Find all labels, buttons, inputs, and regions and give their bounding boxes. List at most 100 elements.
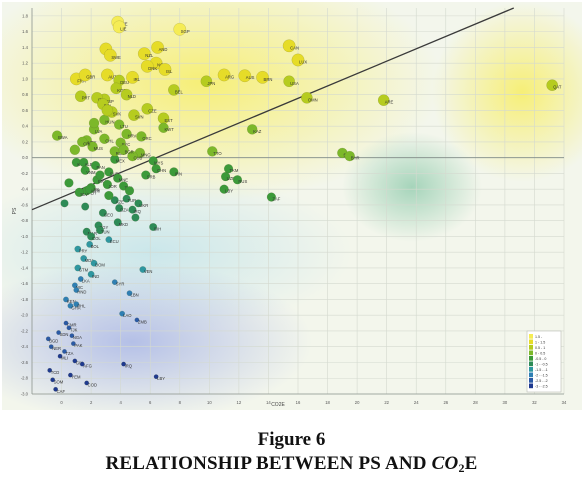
data-point-label: IRN <box>175 171 182 176</box>
data-point-label: JOR <box>108 184 116 189</box>
data-point <box>101 104 114 117</box>
data-point-label: TUN <box>101 230 110 235</box>
y-tick-label: 0.8 <box>22 92 28 97</box>
data-point <box>70 341 76 346</box>
x-tick-label: 26 <box>443 400 448 405</box>
y-tick-label: -2.0 <box>21 313 29 318</box>
data-point-label: EST <box>165 118 174 123</box>
data-point-label: COL <box>92 236 101 241</box>
data-point <box>72 358 78 364</box>
legend-swatch <box>529 350 533 356</box>
data-point-label: NZL <box>145 53 154 58</box>
data-point <box>220 171 231 182</box>
data-point <box>128 205 137 214</box>
data-point-label: FRA <box>77 78 86 83</box>
data-point <box>111 279 118 286</box>
y-tick-label: -0.2 <box>21 171 29 176</box>
y-tick-label: -2.2 <box>21 328 29 333</box>
data-point <box>67 302 74 309</box>
data-point-label: IND <box>92 274 99 279</box>
x-tick-label: 34 <box>562 400 567 405</box>
data-point <box>149 222 158 231</box>
data-point-label: VEN <box>144 269 153 274</box>
data-point-label: HND <box>77 290 86 295</box>
data-point-label: ISL <box>166 69 173 74</box>
data-point-label: GTM <box>79 267 89 272</box>
data-point-label: IRL <box>133 77 140 82</box>
data-point-label: USA <box>290 81 299 86</box>
data-point <box>60 199 69 208</box>
data-point-label: MNE <box>119 178 129 183</box>
data-point-label: AUT <box>108 74 117 79</box>
data-point <box>246 124 258 135</box>
legend-swatch <box>529 356 533 361</box>
data-points: CHELIESGPANDFINSWECANLUXNZLNORDNKISLIRLA… <box>45 15 562 394</box>
data-point-label: ZAF <box>272 197 280 202</box>
data-point-label: CRI <box>83 141 90 146</box>
data-point-label: ALB <box>85 162 93 167</box>
legend-entry-label: 0.5 - 1 <box>535 346 545 350</box>
data-point-label: DNK <box>148 66 157 71</box>
caption-title-math: CO <box>431 453 459 474</box>
data-point <box>104 190 114 201</box>
data-point-label: DZA <box>120 208 129 213</box>
legend-entry-label: -0.5 - 0 <box>535 357 546 361</box>
data-point <box>119 310 126 317</box>
grid <box>32 8 565 395</box>
data-point-label: SVN <box>135 115 144 120</box>
y-tick-label: -0.4 <box>21 187 29 192</box>
x-tick-label: 28 <box>473 400 478 405</box>
x-tick-label: 8 <box>179 400 182 405</box>
data-point-label: JPN <box>207 81 215 86</box>
caption-figure-number: Figure 6 <box>257 429 326 450</box>
data-point <box>68 372 73 378</box>
data-point <box>200 75 213 88</box>
data-point-label: LIE <box>120 26 126 31</box>
data-point-label: CMR <box>67 323 77 328</box>
data-point-label: BRN <box>264 77 273 82</box>
data-point-label: BIH <box>154 226 161 231</box>
data-point-label: UKR <box>139 203 148 208</box>
data-point-label: NER <box>52 346 61 351</box>
data-point <box>169 167 179 177</box>
x-tick-label: 30 <box>503 400 508 405</box>
data-point-label: SVK <box>113 111 122 116</box>
data-point <box>127 150 138 162</box>
data-point <box>90 259 98 267</box>
y-tick-label: -3.0 <box>21 392 29 397</box>
x-tick-label: 32 <box>532 400 537 405</box>
data-point <box>74 187 84 197</box>
x-tick-label: 24 <box>414 400 419 405</box>
data-point-label: MUS <box>94 146 104 151</box>
y-tick-label: -1.0 <box>21 234 29 239</box>
y-tick-label: 0.2 <box>22 139 28 144</box>
x-axis-label: CO2E <box>271 402 285 408</box>
data-point <box>80 165 90 175</box>
data-point-label: TZA <box>66 351 74 356</box>
data-point <box>103 48 117 62</box>
data-point-label: GEO <box>104 212 114 217</box>
legend-entry-label: -2 - -1.5 <box>535 374 548 378</box>
data-point <box>126 290 133 297</box>
data-point-label: SWE <box>111 55 121 60</box>
data-point-label: CAN <box>290 45 299 50</box>
data-point <box>73 287 80 293</box>
data-point <box>112 20 126 34</box>
x-tick-label: 6 <box>149 400 152 405</box>
data-point <box>118 144 129 155</box>
data-point-label: TJK <box>70 327 78 332</box>
data-point <box>301 92 313 104</box>
y-tick-label: -1.8 <box>21 297 29 302</box>
y-tick-label: 1.4 <box>22 45 28 50</box>
legend-swatch <box>529 372 533 378</box>
caption-title-subscript: 2 <box>458 461 465 475</box>
data-point-label: CZE <box>148 108 157 113</box>
data-point <box>120 88 133 101</box>
data-point <box>66 325 72 331</box>
data-point <box>173 22 187 36</box>
data-point <box>291 53 305 67</box>
data-point <box>53 386 59 392</box>
data-point <box>87 141 98 152</box>
data-point <box>136 131 147 142</box>
legend-entry-label: 0 - 0.5 <box>535 352 545 356</box>
